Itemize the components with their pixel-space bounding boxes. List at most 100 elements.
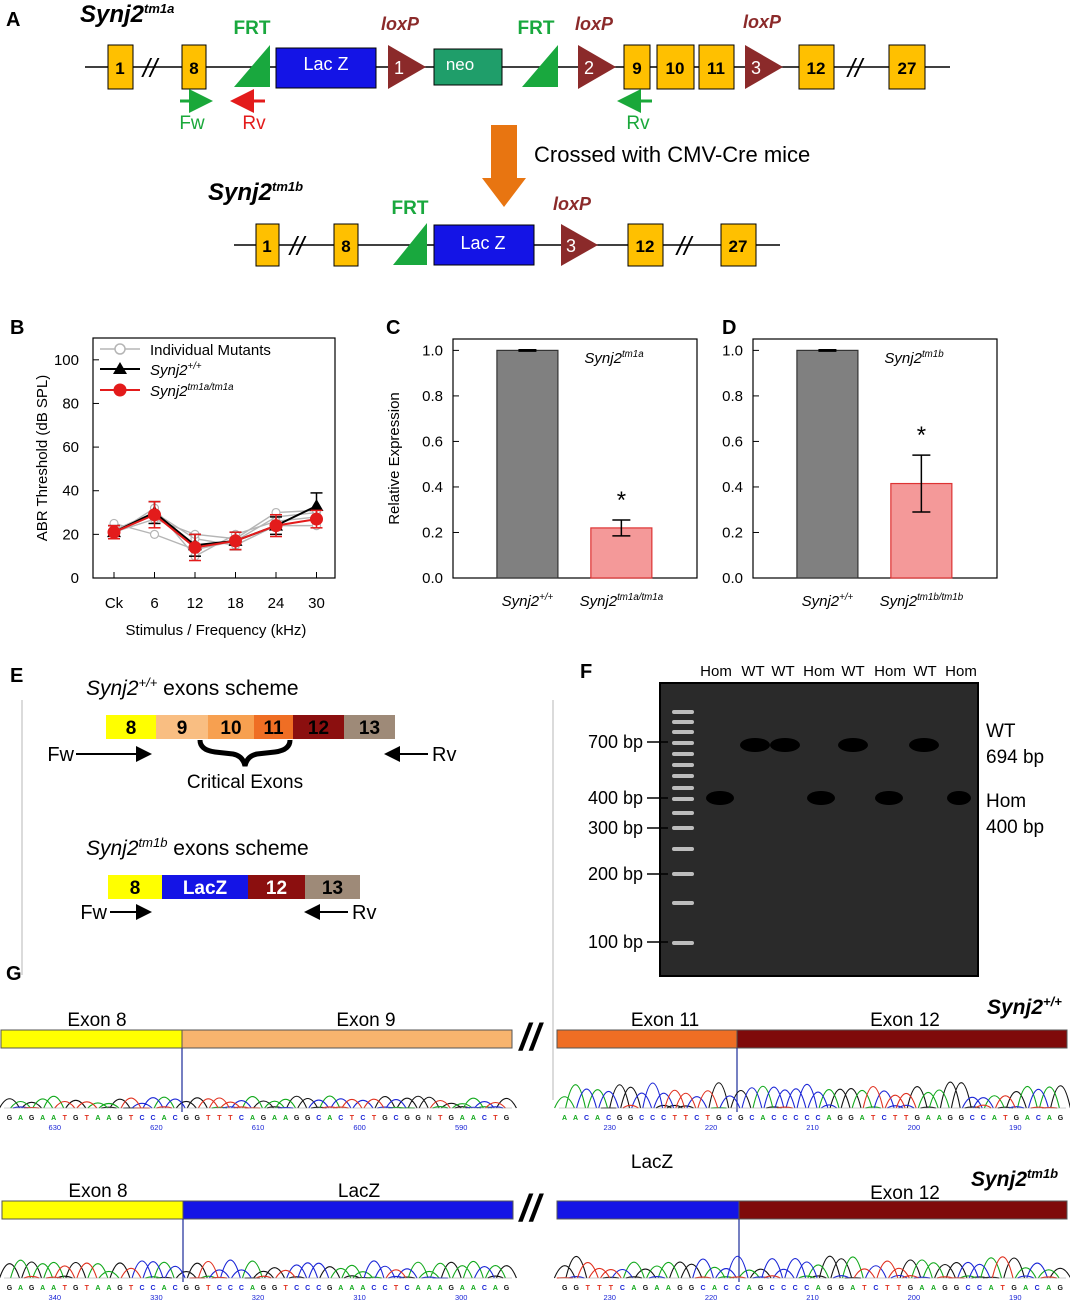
wt-exon12-label: Exon 12 — [870, 1010, 940, 1031]
tm1b-right-base-call: G — [677, 1285, 683, 1292]
panel-c-letter: C — [386, 317, 400, 339]
expr-tm1b-plot-frame — [752, 338, 998, 579]
tm1b-right-base-call: C — [620, 1285, 625, 1292]
wt-right-base-call: A — [1025, 1115, 1030, 1122]
wt-right-base-call: T — [706, 1115, 711, 1122]
wt-right-base-call: A — [860, 1115, 865, 1122]
gel-wt-band — [838, 738, 868, 752]
tm1b-right-base-call: G — [908, 1285, 914, 1292]
abr-series-line — [113, 505, 317, 547]
gel-ladder-band — [672, 774, 694, 778]
wt-right-position-label: 220 — [705, 1123, 718, 1132]
wt-fw-label: Fw — [47, 744, 74, 766]
tm1b-right-base-call: G — [827, 1285, 833, 1292]
expr-tm1b-ytick-label: 0.8 — [722, 388, 743, 405]
wt-left-base-call: G — [404, 1115, 410, 1122]
wt-left-position-label: 610 — [252, 1123, 265, 1132]
tm1b-right-base-call: C — [701, 1285, 706, 1292]
wt-exon-10-label: 10 — [220, 718, 241, 739]
wt-right-base-call: A — [827, 1115, 832, 1122]
tm1b-exon-12-label: 12 — [636, 237, 655, 256]
wt-right-base-call: C — [981, 1115, 986, 1122]
panel-f: F Hom WT WT Hom WT Hom WT Hom 700 bp 400 bp 300 b… — [580, 661, 1044, 977]
wt-left-base-call: G — [117, 1115, 123, 1122]
expr-tm1a-significance: * — [617, 487, 626, 514]
tm1b-frt-label: FRT — [392, 198, 429, 219]
tm1b-left-base-call: T — [283, 1285, 288, 1292]
tm1a-loxp-1-number: 1 — [394, 58, 404, 78]
legend-label-wt: Synj2+/+ — [150, 361, 202, 379]
wt-right-base-call: G — [716, 1115, 722, 1122]
tm1a-exon-11-label: 11 — [707, 59, 725, 78]
tm1b-left-base-call: C — [294, 1285, 299, 1292]
tm1b-exon12-bar — [738, 1200, 1068, 1220]
wt-left-base-call: C — [151, 1115, 156, 1122]
tm1b-right-base-call: G — [758, 1285, 764, 1292]
tm1b-left-base-call: T — [85, 1285, 90, 1292]
gel-ladder-band — [672, 941, 694, 945]
tm1b-right-base-call: T — [597, 1285, 602, 1292]
tm1b-exon-12 — [627, 223, 664, 267]
expr-tm1a-ylabel: Relative Expression — [386, 392, 403, 525]
tm1b-left-base-call: T — [206, 1285, 211, 1292]
tm1b-right-base-call: G — [562, 1285, 568, 1292]
tm1b-exon-8-label: 8 — [130, 878, 141, 899]
wt-left-position-label: 600 — [353, 1123, 366, 1132]
expression-chart-tm1a: 0.0 0.2 0.4 0.6 0.8 1.0 Relative Expression Syn… — [386, 338, 698, 610]
tm1b-left-base-call: G — [183, 1285, 189, 1292]
tm1b-right-base-call: A — [816, 1285, 821, 1292]
tm1b-right-base-call: G — [643, 1285, 649, 1292]
wt-left-base-call: G — [261, 1115, 267, 1122]
tm1b-exon8-bar — [1, 1200, 184, 1220]
tm1b-exon-12-label: 12 — [266, 878, 287, 899]
wt-left-base-call: C — [140, 1115, 145, 1122]
tm1a-lacz — [275, 47, 377, 89]
tm1b-right-base-call: T — [897, 1285, 902, 1292]
tm1a-allele-title: Synj2tm1a — [80, 1, 174, 28]
wt-right-base-call: C — [793, 1115, 798, 1122]
tm1b-lacz-label: Lac Z — [460, 233, 505, 253]
fw-primer-label: Fw — [179, 113, 205, 134]
tm1b-right-base-call: C — [966, 1285, 971, 1292]
wt-right-base-call: G — [738, 1115, 744, 1122]
abr-ylabel: ABR Threshold (dB SPL) — [34, 375, 51, 541]
abr-ytick-label: 60 — [62, 439, 79, 456]
wt-left-base-call: G — [7, 1115, 13, 1122]
legend-label-individual: Individual Mutants — [150, 342, 271, 359]
wt-left-base-call: T — [217, 1115, 222, 1122]
expr-tm1a-ytick-label: 1.0 — [422, 342, 443, 359]
tm1b-left-base-call: G — [195, 1285, 201, 1292]
tm1b-left-base-call: C — [217, 1285, 222, 1292]
expr-tm1a-ytick-label: 0.4 — [422, 479, 443, 496]
expr-tm1a-ytick-label: 0.0 — [422, 570, 443, 587]
tm1a-exon-11 — [698, 44, 735, 90]
tm1b-left-base-call: A — [40, 1285, 45, 1292]
tm1b-left-base-call: G — [29, 1285, 35, 1292]
abr-ytick-label: 20 — [62, 526, 79, 543]
tm1b-right-base-call: A — [712, 1285, 717, 1292]
wt-left-base-call: A — [272, 1115, 277, 1122]
tm1b-right-trace-a — [622, 1256, 1060, 1279]
gel-wt-band — [770, 738, 800, 752]
tm1b-row-break: // — [517, 1188, 544, 1230]
wt-left-base-call: N — [427, 1115, 432, 1122]
wt-right-base-call: C — [804, 1115, 809, 1122]
tm1a-loxp-2 — [578, 45, 616, 89]
expr-tm1a-plot-frame — [452, 338, 698, 579]
wt-left-base-call: A — [327, 1115, 332, 1122]
gel-lane-labels: Hom WT WT Hom WT Hom WT Hom — [700, 663, 977, 680]
abr-xtick-label: 6 — [150, 595, 158, 612]
tm1b-right-base-call: T — [586, 1285, 591, 1292]
tm1b-exon-LacZ — [162, 875, 248, 899]
tm1b-right-base-call: C — [770, 1285, 775, 1292]
tm1b-right-base-call: G — [1011, 1285, 1017, 1292]
expr-tm1b-significance: * — [917, 422, 926, 449]
tm1b-right-lacz-bar — [556, 1200, 740, 1220]
tm1b-left-base-call: G — [504, 1285, 510, 1292]
wt-left-trace-a — [10, 1095, 493, 1109]
tm1b-left-base-call: A — [360, 1285, 365, 1292]
expr-tm1b-category-label: Synj2+/+ — [802, 592, 854, 610]
